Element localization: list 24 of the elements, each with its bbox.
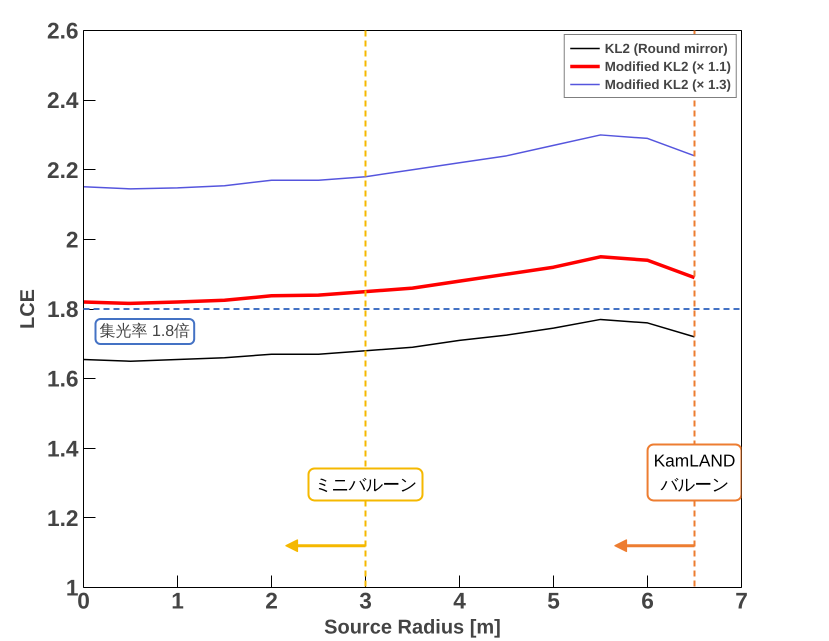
x-tick-label: 2 [265, 588, 278, 614]
y-tick-label: 1.8 [47, 296, 79, 322]
x-tick-label: 5 [547, 588, 560, 614]
x-tick-label: 6 [641, 588, 654, 614]
x-tick-label: 1 [171, 588, 184, 614]
legend-label: Modified KL2 (× 1.3) [604, 76, 731, 92]
y-tick-label: 1.2 [47, 504, 79, 531]
legend-label: KL2 (Round mirror) [604, 40, 728, 56]
y-axis-title: LCE [17, 289, 40, 329]
x-tick-label: 3 [359, 588, 372, 614]
ref-line-label: 集光率 1.8倍 [100, 322, 190, 340]
y-tick-label: 2.6 [47, 18, 79, 44]
y-tick-label: 1.6 [47, 366, 79, 392]
x-tick-label: 4 [453, 588, 466, 614]
ref-line-label: KamLAND バルーン [654, 450, 736, 494]
y-tick-label: 2 [66, 226, 79, 252]
ref-line-label: ミニバルーン [314, 474, 416, 494]
legend-label: Modified KL2 (× 1.1) [604, 58, 731, 74]
y-tick-label: 2.2 [47, 156, 79, 183]
x-tick-label: 0 [77, 588, 90, 614]
y-tick-label: 1.4 [47, 435, 79, 462]
y-tick-label: 2.4 [47, 87, 79, 114]
x-axis-title: Source Radius [m] [324, 616, 501, 638]
x-tick-label: 7 [735, 588, 748, 614]
